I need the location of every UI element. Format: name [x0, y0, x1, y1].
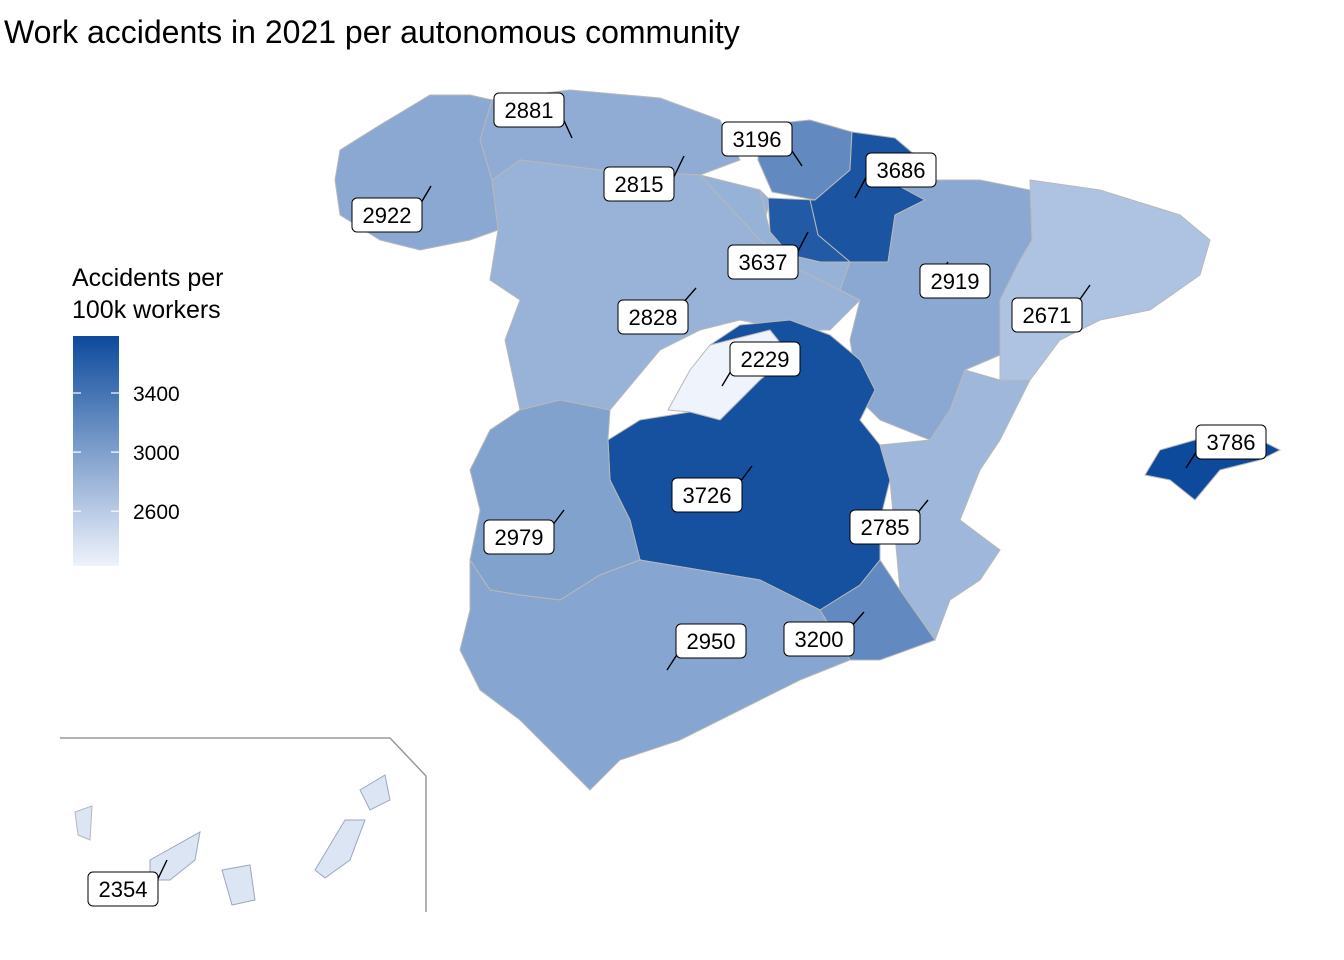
value-label: 3200 [783, 611, 865, 657]
value-label: 2785 [849, 499, 929, 545]
value-label-text: 2979 [495, 525, 544, 550]
value-label-text: 2919 [931, 269, 980, 294]
value-label-text: 2354 [99, 877, 148, 902]
legend-title-line2: 100k workers [72, 296, 221, 324]
value-labels-layer: 2881 3196 2815 3686 2922 3637 2919 2828 2671 2229… [87, 92, 1267, 907]
legend-tick-label: 2600 [133, 501, 180, 524]
value-label-text: 3726 [683, 483, 732, 508]
value-label-text: 2922 [363, 203, 412, 228]
legend-tick-label: 3400 [133, 383, 180, 406]
value-label: 3786 [1185, 424, 1267, 469]
value-label-text: 2229 [741, 347, 790, 372]
value-label-text: 2671 [1023, 303, 1072, 328]
value-label-text: 2785 [861, 515, 910, 540]
map-title: Work accidents in 2021 per autonomous co… [4, 14, 740, 50]
legend-colorbar [73, 336, 119, 566]
value-label: 2950 [666, 623, 747, 671]
value-label: 2815 [603, 155, 685, 202]
value-label-text: 3786 [1207, 430, 1256, 455]
value-label: 2979 [483, 509, 565, 555]
inset-border [60, 737, 427, 912]
value-label: 3726 [671, 465, 753, 513]
value-label-text: 3196 [733, 127, 782, 152]
value-label: 3686 [854, 152, 937, 199]
legend-title-line1: Accidents per [72, 264, 223, 292]
value-label: 2922 [351, 185, 432, 233]
canary-inset-frame [60, 737, 427, 912]
region-15 [459, 558, 851, 791]
value-label: 2881 [493, 92, 573, 139]
value-label-text: 2881 [505, 98, 554, 123]
value-label-text: 3686 [877, 158, 926, 183]
value-label-text: 2950 [687, 629, 736, 654]
value-label: 3637 [727, 231, 809, 280]
legend-tick-label: 3000 [133, 442, 180, 465]
value-label: 2828 [617, 287, 697, 335]
region-16 [74, 774, 391, 906]
legend: Accidents per 100k workers 3400 3000 2600 [72, 264, 223, 566]
value-label: 2919 [919, 261, 991, 299]
region-8 [999, 179, 1211, 381]
value-label: 2354 [87, 859, 168, 907]
value-label-text: 3637 [739, 250, 788, 275]
value-label: 2229 [721, 341, 801, 387]
value-label: 3196 [721, 121, 803, 167]
value-label-text: 2815 [615, 172, 664, 197]
value-label: 2671 [1011, 284, 1091, 333]
value-label-text: 3200 [795, 627, 844, 652]
value-label-text: 2828 [629, 305, 678, 330]
